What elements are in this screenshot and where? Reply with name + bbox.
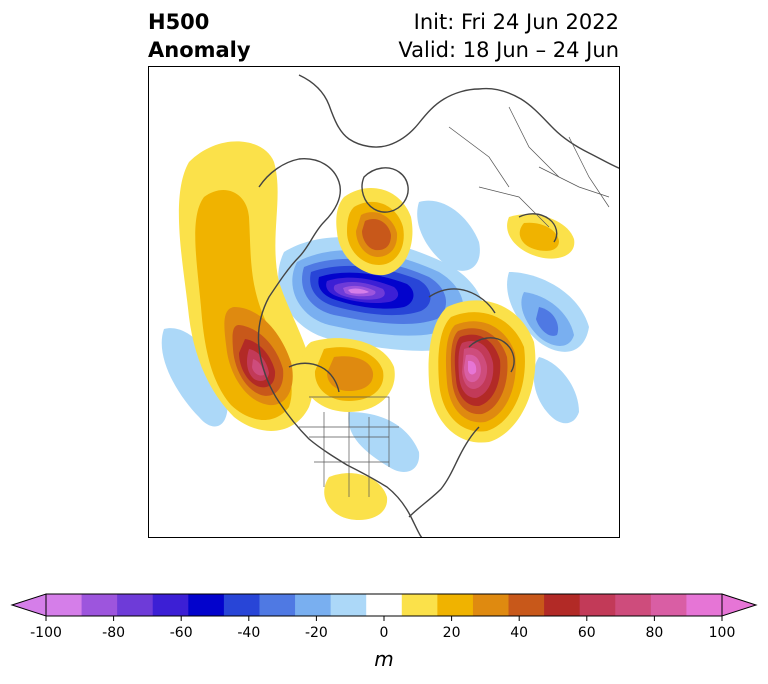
colorbar-cell — [152, 594, 189, 616]
colorbar-extend-high — [721, 593, 758, 617]
positive-anomaly-canada — [300, 338, 395, 412]
colorbar-cell — [223, 594, 260, 616]
chart-title: H500 Anomaly — [148, 8, 251, 64]
colorbar-tick-label: -20 — [304, 625, 328, 641]
colorbar-tick-label: 0 — [379, 625, 389, 641]
anomaly-map — [161, 74, 619, 537]
colorbar-cell — [508, 594, 545, 616]
colorbar-cell — [259, 594, 296, 616]
colorbar-cells — [46, 594, 723, 616]
colorbar-cell — [650, 594, 687, 616]
colorbar-tick-label: -80 — [102, 625, 126, 641]
colorbar-tick-label: 20 — [442, 625, 461, 641]
colorbar-cell — [615, 594, 652, 616]
colorbar-unit-label: m — [374, 647, 394, 671]
colorbar-ticks — [45, 616, 723, 621]
negative-anomaly-arctic — [278, 237, 485, 351]
negative-anomaly-europe — [417, 200, 589, 352]
colorbar-cell — [472, 594, 510, 616]
colorbar-cell — [330, 594, 367, 616]
borders — [299, 106, 610, 497]
colorbar-cell — [117, 594, 154, 616]
map-panel — [148, 66, 620, 538]
colorbar-cell — [401, 594, 438, 616]
colorbar-cell — [437, 594, 474, 616]
positive-anomaly-eurasia — [324, 214, 575, 521]
colorbar-tick-label: -60 — [169, 625, 193, 641]
coastlines — [257, 74, 619, 537]
positive-anomaly-atlantic — [428, 300, 536, 443]
time-info: Init: Fri 24 Jun 2022 Valid: 18 Jun – 24… — [398, 8, 619, 64]
colorbar-cell — [188, 594, 225, 616]
colorbar-cell — [81, 594, 118, 616]
title-line-2: Anomaly — [148, 38, 251, 62]
title-line-1: H500 — [148, 10, 210, 34]
colorbar-cell — [366, 594, 403, 616]
colorbar-tick-label: 60 — [577, 625, 596, 641]
colorbar-tick-label: -100 — [30, 625, 62, 641]
valid-time: Valid: 18 Jun – 24 Jun — [398, 38, 619, 62]
colorbar-cell — [579, 594, 616, 616]
colorbar-cell — [686, 594, 723, 616]
colorbar-tick-label: 100 — [708, 625, 736, 641]
colorbar-cell — [295, 594, 332, 616]
init-time: Init: Fri 24 Jun 2022 — [413, 10, 619, 34]
colorbar-tick-label: 80 — [645, 625, 664, 641]
colorbar-extend-low — [10, 593, 47, 617]
colorbar-cell — [46, 594, 83, 616]
colorbar-tick-label: -40 — [237, 625, 261, 641]
colorbar — [10, 593, 758, 621]
colorbar-tick-label: 40 — [510, 625, 529, 641]
colorbar-cell — [544, 594, 581, 616]
